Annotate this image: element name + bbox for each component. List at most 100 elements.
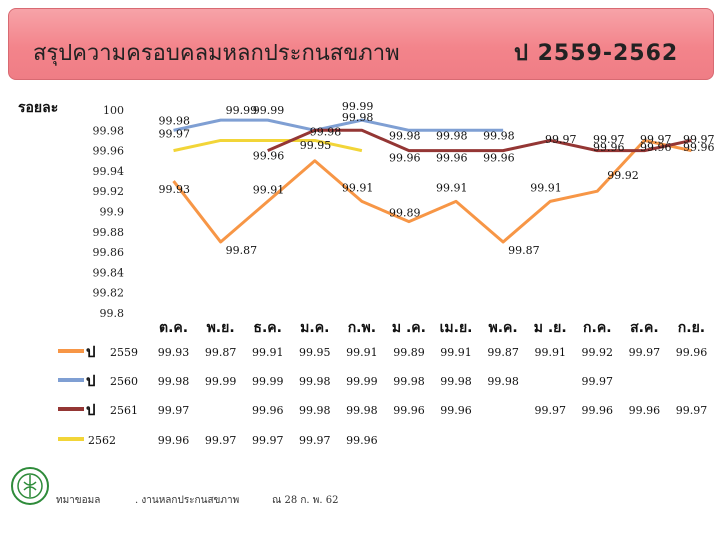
x-tick-label: ม.ค. — [300, 320, 329, 336]
series-line-y2560 — [173, 118, 504, 132]
table-cell: 99.96 — [440, 404, 472, 417]
table-cell: 99.91 — [440, 346, 472, 359]
series-line-y2561 — [267, 128, 692, 153]
table-cell: 99.95 — [299, 346, 331, 359]
data-label: 99.99 — [253, 104, 284, 117]
data-label: 99.98 — [389, 129, 421, 142]
legend-year: 2559 — [110, 346, 138, 359]
data-label: 99.98 — [159, 114, 191, 127]
table-cell: 99.97 — [299, 434, 331, 447]
table-cell: 99.98 — [299, 375, 331, 388]
data-label: 99.93 — [159, 183, 191, 196]
data-label: 99.97 — [545, 133, 577, 146]
x-tick-label: ก.ค. — [583, 320, 611, 336]
legend-year: 2560 — [110, 375, 138, 388]
data-label: 99.97 — [159, 127, 191, 140]
table-cell: 99.98 — [487, 375, 519, 388]
data-label: 99.87 — [508, 244, 540, 257]
x-tick-label: ต.ค. — [159, 320, 188, 336]
y-tick-label: 100 — [103, 104, 124, 117]
x-tick-label: ม .ย. — [534, 320, 567, 336]
x-tick-label: ธ.ค. — [253, 320, 282, 336]
x-tick-label: ก.พ. — [348, 320, 376, 336]
table-cell: 99.97 — [676, 404, 708, 417]
legend-prefix: ป — [86, 372, 96, 390]
y-tick-label: 99.82 — [93, 287, 125, 300]
table-cell: 99.97 — [534, 404, 566, 417]
y-tick-label: 99.8 — [100, 307, 125, 320]
data-label: 99.87 — [226, 244, 258, 257]
x-tick-label: ส.ค. — [630, 320, 659, 336]
series-line-y2562 — [173, 138, 363, 153]
table-cell: 99.89 — [393, 346, 425, 359]
x-tick-label: พ.ย. — [207, 320, 235, 336]
table-cell: 99.87 — [487, 346, 519, 359]
table-cell: 99.87 — [205, 346, 237, 359]
table-cell: 99.96 — [393, 404, 425, 417]
data-label: 99.95 — [300, 139, 332, 152]
table-cell: 99.96 — [346, 434, 378, 447]
data-label: 99.99 — [226, 104, 258, 117]
data-label: 99.96 — [483, 152, 515, 165]
y-tick-label: 99.88 — [93, 226, 125, 239]
data-label: 99.91 — [342, 181, 374, 194]
y-tick-label: 99.86 — [93, 246, 125, 259]
table-cell: 99.93 — [158, 346, 190, 359]
table-cell: 99.96 — [158, 434, 190, 447]
footer-date: ณ 28 ก. พ. 62 — [272, 495, 339, 506]
moph-logo-icon — [11, 467, 49, 505]
data-label: 99.89 — [389, 207, 421, 220]
data-label: 99.98 — [310, 125, 342, 138]
table-cell: 99.98 — [346, 404, 378, 417]
title-banner: สรุปความครอบคลมหลกประกนสขภาพ ป 2559-2562 — [8, 8, 714, 80]
table-cell: 99.96 — [676, 346, 708, 359]
table-cell: 99.99 — [252, 375, 284, 388]
series-line-y2559 — [172, 138, 692, 244]
table-cell: 99.91 — [252, 346, 284, 359]
table-cell: 99.91 — [534, 346, 566, 359]
data-label: 99.91 — [530, 181, 562, 194]
y-tick-label: 99.84 — [93, 266, 125, 279]
legend-year: 2562 — [88, 434, 116, 447]
table-cell: 99.98 — [299, 404, 331, 417]
data-label: 99.98 — [483, 129, 515, 142]
data-label: 99.97 — [683, 133, 715, 146]
footer-source-name: . งานหลกประกนสขภาพ — [135, 495, 240, 506]
data-label: 99.96 — [436, 152, 468, 165]
table-cell: 99.97 — [252, 434, 284, 447]
legend-prefix: ป — [86, 343, 96, 361]
unit-label: รอยละ — [18, 100, 59, 116]
y-tick-label: 99.96 — [93, 145, 125, 158]
table-cell: 99.97 — [629, 346, 661, 359]
table-cell: 99.92 — [582, 346, 614, 359]
table-cell: 99.96 — [582, 404, 614, 417]
y-tick-label: 99.92 — [93, 185, 125, 198]
page-title: สรุปความครอบคลมหลกประกนสขภาพ — [33, 41, 400, 66]
page-title-years: ป 2559-2562 — [514, 41, 679, 66]
table-cell: 99.91 — [346, 346, 378, 359]
table-cell: 99.99 — [346, 375, 378, 388]
data-label: 99.91 — [253, 183, 284, 196]
data-label: 99.98 — [342, 111, 374, 124]
y-tick-label: 99.94 — [93, 165, 125, 178]
data-label: 99.96 — [253, 150, 284, 163]
data-label: 99.97 — [593, 133, 625, 146]
data-label: 99.98 — [436, 129, 468, 142]
table-cell: 99.97 — [582, 375, 614, 388]
data-label: 99.96 — [593, 141, 625, 154]
table-cell: 99.99 — [205, 375, 237, 388]
data-label: 99.99 — [342, 100, 374, 113]
data-label: 99.96 — [389, 152, 421, 165]
data-label: 99.97 — [640, 133, 672, 146]
legend-prefix: ป — [86, 401, 96, 419]
footer-source-label: ทมาขอมล — [56, 495, 101, 506]
data-label: 99.91 — [436, 181, 468, 194]
x-tick-label: พ.ค. — [489, 320, 518, 336]
table-cell: 99.98 — [393, 375, 425, 388]
data-label: 99.96 — [640, 141, 672, 154]
table-cell: 99.96 — [629, 404, 661, 417]
table-cell: 99.97 — [158, 404, 190, 417]
table-cell: 99.96 — [252, 404, 284, 417]
y-tick-label: 99.9 — [100, 206, 125, 219]
